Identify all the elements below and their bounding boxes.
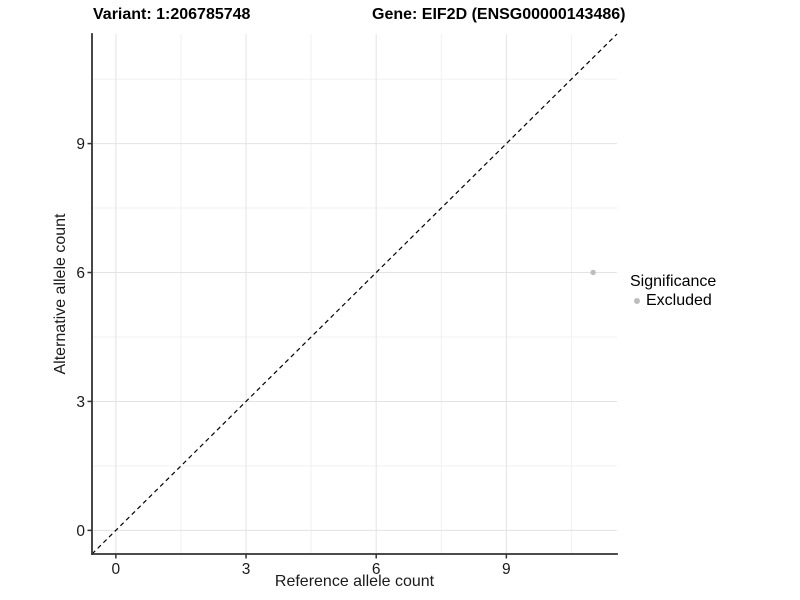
- identity-dashed-line: [91, 33, 618, 555]
- x-tick-label: 0: [112, 561, 121, 578]
- legend-item-excluded: Excluded: [630, 291, 716, 310]
- data-point: [590, 269, 596, 276]
- plot-title-variant: Variant: 1:206785748: [93, 6, 251, 23]
- legend-item-label: Excluded: [646, 292, 712, 309]
- x-axis-title: Reference allele count: [274, 573, 435, 590]
- x-tick-label: 3: [242, 561, 251, 578]
- legend-title: Significance: [630, 273, 717, 290]
- y-axis-title: Alternative allele count: [52, 213, 69, 375]
- y-tick-label: 9: [76, 136, 85, 153]
- x-tick-label: 9: [502, 561, 511, 578]
- y-tick-label: 0: [76, 523, 85, 540]
- legend: Significance Excluded: [630, 272, 716, 310]
- plot-title-gene: Gene: EIF2D (ENSG00000143486): [372, 6, 626, 23]
- y-tick-label: 6: [76, 265, 85, 282]
- excluded-point-icon: [634, 297, 640, 304]
- y-tick-label: 3: [76, 394, 85, 411]
- x-tick-label: 6: [372, 561, 381, 578]
